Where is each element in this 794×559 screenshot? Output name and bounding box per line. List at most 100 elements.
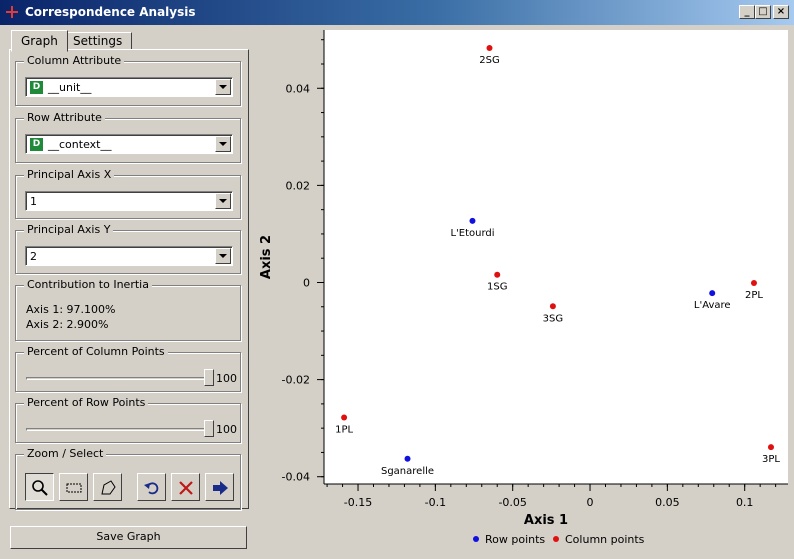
zoom-select-group: Zoom / Select <box>15 447 241 510</box>
x-tick-label: -0.05 <box>498 496 526 509</box>
scatter-point <box>469 217 476 224</box>
point-label: L'Etourdi <box>450 228 494 239</box>
principal-axis-x-select[interactable]: 1 <box>25 191 233 211</box>
correspondence-plot[interactable]: 0.04 0.02 0 -0.02 -0.04 -0.15 -0.1 -0.05 0 0.05 0… <box>256 27 792 558</box>
y-axis-title: Axis 2 <box>259 235 274 279</box>
point-label: 1SG <box>487 282 507 293</box>
x-tick-label: 0 <box>587 496 594 509</box>
column-points-slider-track[interactable] <box>26 377 214 380</box>
principal-axis-y-label: Principal Axis Y <box>24 223 114 236</box>
row-points-group: Percent of Row Points 100 <box>15 396 241 443</box>
discrete-variable-icon: D <box>30 138 43 151</box>
y-tick-label: 0 <box>303 276 310 289</box>
chevron-down-icon[interactable] <box>215 79 231 95</box>
zoom-select-label: Zoom / Select <box>24 447 107 460</box>
inertia-group: Contribution to Inertia Axis 1: 97.100% … <box>15 278 241 341</box>
column-points-slider-thumb[interactable] <box>204 369 214 386</box>
row-points-slider-thumb[interactable] <box>204 420 214 437</box>
chevron-down-icon[interactable] <box>215 248 231 264</box>
y-tick-label: 0.02 <box>286 179 311 192</box>
legend-label: Column points <box>565 533 645 546</box>
point-label: 2SG <box>479 55 499 66</box>
x-tick-label: 0.1 <box>736 496 754 509</box>
scatter-point <box>494 271 501 278</box>
plot-area[interactable]: 0.04 0.02 0 -0.02 -0.04 -0.15 -0.1 -0.05 0 0.05 0… <box>256 27 792 558</box>
point-label: Sganarelle <box>381 466 434 477</box>
window-title: Correspondence Analysis <box>25 5 196 19</box>
inertia-axis-2: Axis 2: 2.900% <box>26 318 109 331</box>
row-attribute-value: __context__ <box>48 138 112 151</box>
y-tick-label: -0.04 <box>282 471 310 484</box>
column-points-value: 100 <box>216 372 237 385</box>
save-graph-button[interactable]: Save Graph <box>10 526 247 549</box>
discrete-variable-icon: D <box>30 81 43 94</box>
principal-axis-x-group: Principal Axis X 1 <box>15 168 241 219</box>
column-points-label: Percent of Column Points <box>24 345 168 358</box>
inertia-label: Contribution to Inertia <box>24 278 152 291</box>
polygon-select-icon <box>101 480 116 495</box>
y-tick-label: 0.04 <box>286 82 311 95</box>
minimize-button[interactable]: _ <box>739 5 755 19</box>
app-icon <box>6 6 18 18</box>
x-tick-label: -0.15 <box>344 496 372 509</box>
x-axis-title: Axis 1 <box>524 513 568 528</box>
scatter-point <box>750 279 757 286</box>
undo-button[interactable] <box>137 473 166 501</box>
row-points-label: Percent of Row Points <box>24 396 149 409</box>
row-attribute-group: Row Attribute D __context__ <box>15 111 241 163</box>
point-label: 2PL <box>745 290 763 301</box>
principal-axis-y-group: Principal Axis Y 2 <box>15 223 241 274</box>
rectangle-select-icon <box>66 483 82 493</box>
maximize-button[interactable]: □ <box>755 5 771 19</box>
inertia-axis-1: Axis 1: 97.100% <box>26 303 116 316</box>
send-data-button[interactable] <box>205 473 234 501</box>
scatter-point <box>549 303 556 310</box>
legend-label: Row points <box>485 533 545 546</box>
plot-background <box>324 30 788 484</box>
row-attribute-label: Row Attribute <box>24 111 105 124</box>
polygon-select-button[interactable] <box>93 473 122 501</box>
principal-axis-y-select[interactable]: 2 <box>25 246 233 266</box>
row-points-value: 100 <box>216 423 237 436</box>
zoom-icon <box>32 480 48 496</box>
point-label: 3PL <box>762 454 780 465</box>
zoom-button[interactable] <box>25 473 54 501</box>
legend-marker <box>553 536 559 542</box>
scatter-point <box>486 44 493 51</box>
column-attribute-value: __unit__ <box>48 81 92 94</box>
scatter-point <box>341 414 348 421</box>
y-tick-label: -0.02 <box>282 374 310 387</box>
row-attribute-select[interactable]: D __context__ <box>25 134 233 154</box>
scatter-point <box>767 444 774 451</box>
tab-graph[interactable]: Graph <box>11 30 68 52</box>
scatter-point <box>709 290 716 297</box>
x-tick-label: -0.1 <box>425 496 446 509</box>
title-bar[interactable]: Correspondence Analysis _ □ × <box>0 0 794 25</box>
point-label: L'Avare <box>694 300 731 311</box>
chevron-down-icon[interactable] <box>215 193 231 209</box>
column-points-group: Percent of Column Points 100 <box>15 345 241 392</box>
scatter-point <box>404 455 411 462</box>
column-attribute-group: Column Attribute D __unit__ <box>15 54 241 106</box>
tab-settings[interactable]: Settings <box>63 32 133 50</box>
clear-icon <box>179 481 193 495</box>
principal-axis-y-value: 2 <box>30 250 37 263</box>
point-label: 1PL <box>335 424 353 435</box>
x-tick-label: 0.05 <box>655 496 680 509</box>
principal-axis-x-value: 1 <box>30 195 37 208</box>
clear-selection-button[interactable] <box>171 473 200 501</box>
column-attribute-label: Column Attribute <box>24 54 125 67</box>
principal-axis-x-label: Principal Axis X <box>24 168 115 181</box>
rectangle-select-button[interactable] <box>59 473 88 501</box>
chart-legend: Row points Column points <box>473 533 645 546</box>
undo-icon <box>144 482 159 495</box>
close-button[interactable]: × <box>773 5 789 19</box>
chevron-down-icon[interactable] <box>215 136 231 152</box>
legend-marker <box>473 536 479 542</box>
point-label: 3SG <box>543 313 563 324</box>
graph-tab-panel <box>9 49 249 509</box>
column-attribute-select[interactable]: D __unit__ <box>25 77 233 97</box>
row-points-slider-track[interactable] <box>26 428 214 431</box>
send-data-icon <box>213 481 228 495</box>
